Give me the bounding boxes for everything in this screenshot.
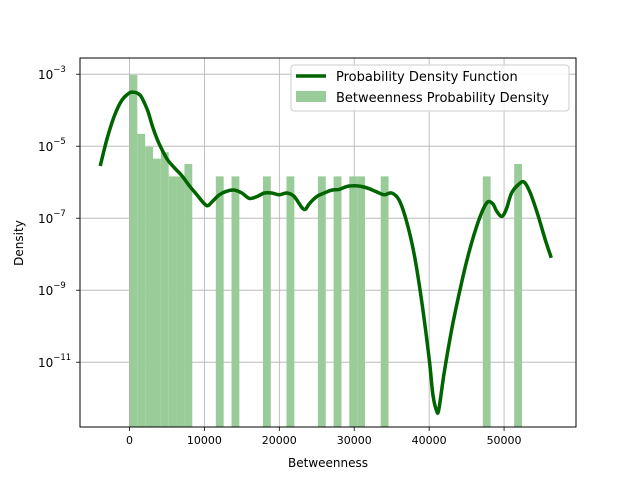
y-tick-label: 10−3 [38,65,66,82]
histogram-bar [380,176,389,427]
x-tick-label: 50000 [487,434,522,447]
histogram-bar [168,176,177,427]
legend-bar-swatch [296,91,326,102]
histogram-bar [184,164,193,428]
legend: Probability Density Function Betweenness… [290,64,570,112]
x-axis-label: Betweenness [288,456,368,470]
x-tick-label: 40000 [412,434,447,447]
plot-area [79,57,577,428]
legend-label-histogram: Betweenness Probability Density [336,91,549,106]
x-tick-label: 30000 [337,434,372,447]
histogram-bar [176,176,185,427]
y-tick-label: 10−9 [38,281,66,298]
x-tick-label: 0 [126,434,133,447]
y-axis-label: Density [12,220,26,266]
histogram-bar [215,176,224,427]
histogram-bar [137,133,146,427]
histogram-bar [231,176,240,427]
histogram-bars [129,75,523,428]
histogram-bar [262,176,271,427]
histogram-bar [317,176,326,427]
x-axis-ticks: 0 10000 20000 30000 40000 50000 [126,427,522,447]
histogram-bar [145,147,154,427]
legend-label-pdf: Probability Density Function [336,70,518,85]
histogram-bar [160,152,169,427]
histogram-bar [153,158,161,427]
histogram-bar [349,176,358,427]
histogram-bar [286,176,295,427]
x-tick-label: 10000 [187,434,222,447]
histogram-bar [514,164,523,428]
x-tick-label: 20000 [262,434,297,447]
histogram-bar [482,176,491,427]
y-tick-label: 10−5 [38,137,66,154]
y-tick-label: 10−11 [38,353,71,370]
histogram-bar [129,75,138,427]
pdf-line [98,90,553,415]
y-axis-ticks: 10−3 10−5 10−7 10−9 10−11 [38,65,80,370]
histogram-bar [333,176,342,427]
axes-frame [79,57,577,428]
legend-box [290,64,570,112]
histogram-bar [357,176,366,427]
y-tick-label: 10−7 [38,209,66,226]
